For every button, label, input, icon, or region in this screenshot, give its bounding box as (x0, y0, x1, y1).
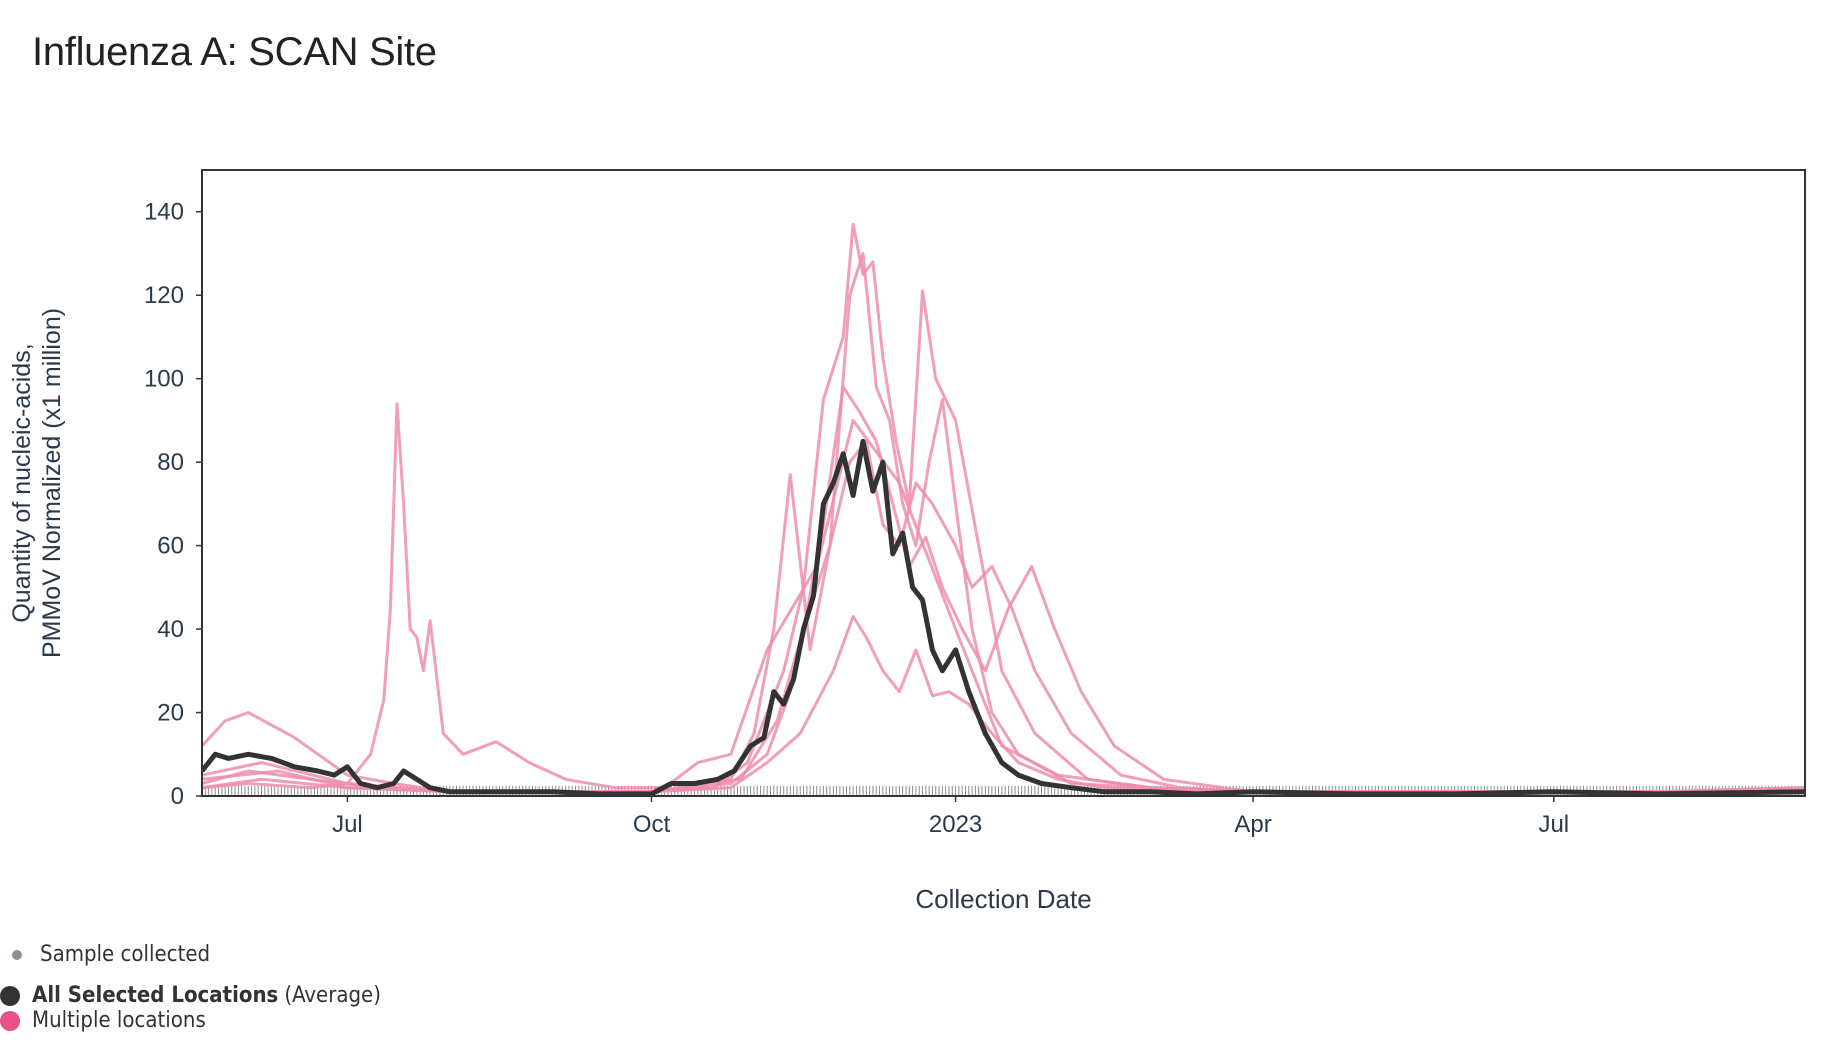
y-axis-label-line: PMMoV Normalized (x1 million) (38, 308, 66, 658)
y-tick-label: 60 (157, 533, 184, 560)
x-tick-label: Oct (633, 811, 671, 838)
multiple-locations-swatch (0, 1010, 20, 1031)
y-tick-label: 120 (144, 282, 184, 309)
legend-label-samples: Sample collected (40, 942, 211, 967)
x-tick-label: Apr (1234, 811, 1271, 838)
legend-item-samples[interactable]: Sample collected (12, 942, 210, 967)
legend-item-average[interactable]: All Selected Locations (Average) (0, 983, 381, 1008)
y-tick-label: 80 (157, 449, 184, 476)
x-tick-label: Jul (1538, 811, 1569, 838)
x-tick-label: 2023 (929, 811, 982, 838)
y-axis-label-line: Quantity of nucleic-acids, (8, 343, 36, 622)
average-swatch (0, 985, 20, 1006)
series-line-average[interactable] (202, 438, 1805, 796)
y-tick-label: 20 (157, 700, 184, 727)
x-tick-label: Jul (332, 811, 363, 838)
legend-label-locations: Multiple locations (32, 1008, 206, 1033)
series-line-location[interactable] (202, 252, 1805, 794)
y-tick-label: 140 (144, 199, 184, 226)
sample-collected-swatch (12, 949, 22, 960)
y-tick-label: 0 (171, 783, 184, 810)
legend-item-locations[interactable]: Multiple locations (0, 1008, 206, 1033)
series-line-location[interactable] (202, 439, 1805, 794)
legend-label-average: All Selected Locations (32, 983, 279, 1008)
page-title: Influenza A: SCAN Site (32, 30, 437, 74)
x-axis-label: Collection Date (915, 884, 1091, 914)
y-axis-label: Quantity of nucleic-acids,PMMoV Normaliz… (8, 308, 66, 658)
legend-label-average-suffix: (Average) (284, 983, 381, 1008)
plot-frame (201, 169, 1806, 797)
y-tick-label: 40 (157, 616, 184, 643)
series-line-location[interactable] (202, 222, 1805, 794)
y-tick-label: 100 (144, 366, 184, 393)
